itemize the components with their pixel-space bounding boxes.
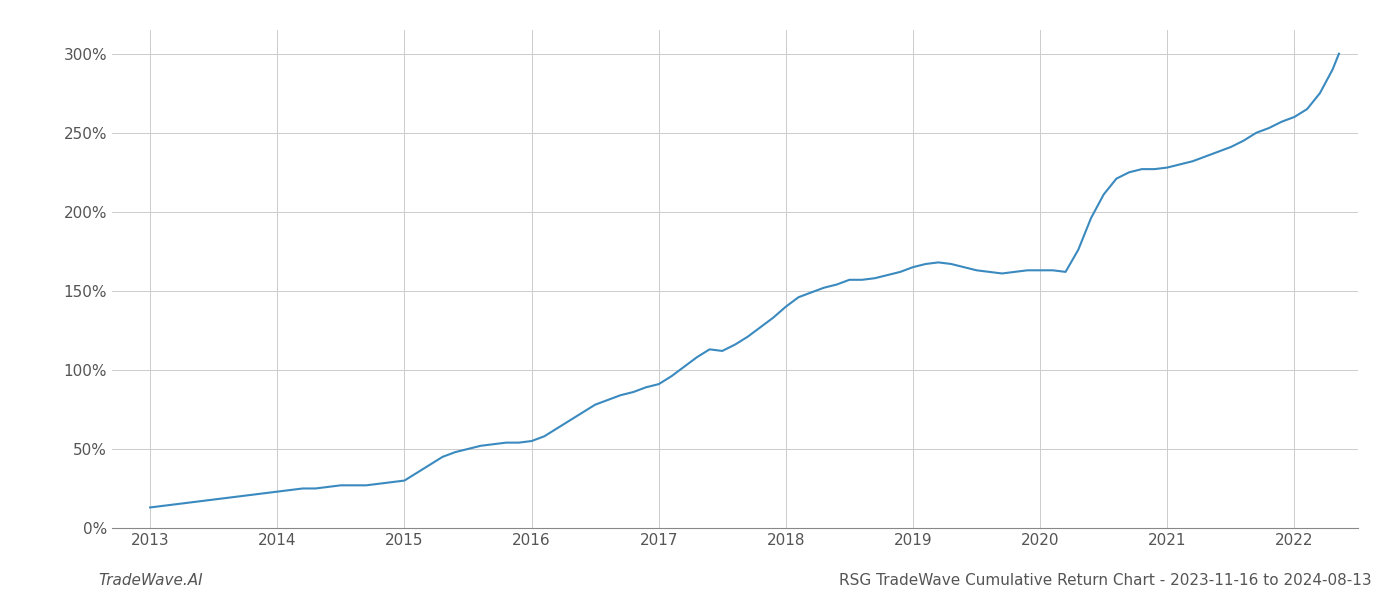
Text: RSG TradeWave Cumulative Return Chart - 2023-11-16 to 2024-08-13: RSG TradeWave Cumulative Return Chart - … xyxy=(840,573,1372,588)
Text: TradeWave.AI: TradeWave.AI xyxy=(98,573,203,588)
